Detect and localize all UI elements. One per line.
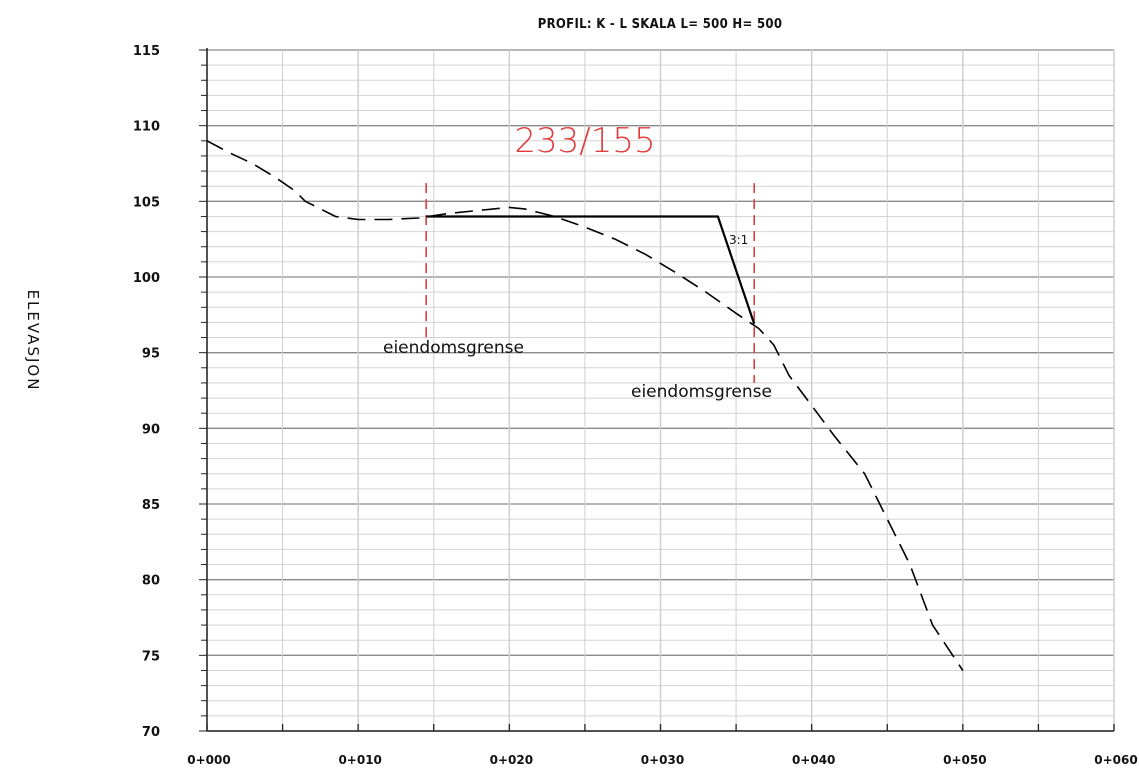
y-tick-label: 100 [133,271,160,286]
x-tick-label: 0+000 [187,753,230,767]
y-tick-label: 110 [133,120,160,135]
x-tick-label: 0+010 [338,753,381,767]
x-tick-label: 0+050 [943,753,986,767]
chart-title: PROFIL: K - L SKALA L= 500 H= 500 [538,17,783,32]
y-tick-label: 115 [133,44,160,59]
y-tick-label: 90 [142,422,160,437]
y-tick-labels: 70 75 80 85 90 95 100 105 110 115 [133,44,160,740]
y-tick-label: 85 [142,498,160,513]
series [206,140,964,671]
property-boundary-label: eiendomsgrense [383,338,524,358]
slope-label: 3:1 [729,233,748,247]
y-axis-label: ELEVASJON [24,290,42,392]
axes [199,48,1115,732]
y-tick-label: 70 [142,725,160,740]
x-tick-label: 0+040 [792,753,835,767]
x-tick-label: 0+030 [641,753,684,767]
terrain-profile-line [206,140,964,671]
y-tick-label: 75 [142,649,160,664]
y-tick-label: 105 [133,195,160,210]
y-tick-label: 95 [142,347,160,362]
plot-number-label: 233/155 [514,121,655,161]
x-tick-label: 0+020 [490,753,533,767]
design-profile-line [426,215,756,325]
y-tick-label: 80 [142,574,160,589]
property-boundary-markers [425,183,756,383]
x-tick-label: 0+060 [1094,753,1137,767]
property-boundary-label: eiendomsgrense [631,382,772,402]
x-tick-labels: 0+000 0+010 0+020 0+030 0+040 0+050 0+060 [187,753,1137,767]
annotations: 233/155 3:1 eiendomsgrense eiendomsgrense [383,121,772,402]
